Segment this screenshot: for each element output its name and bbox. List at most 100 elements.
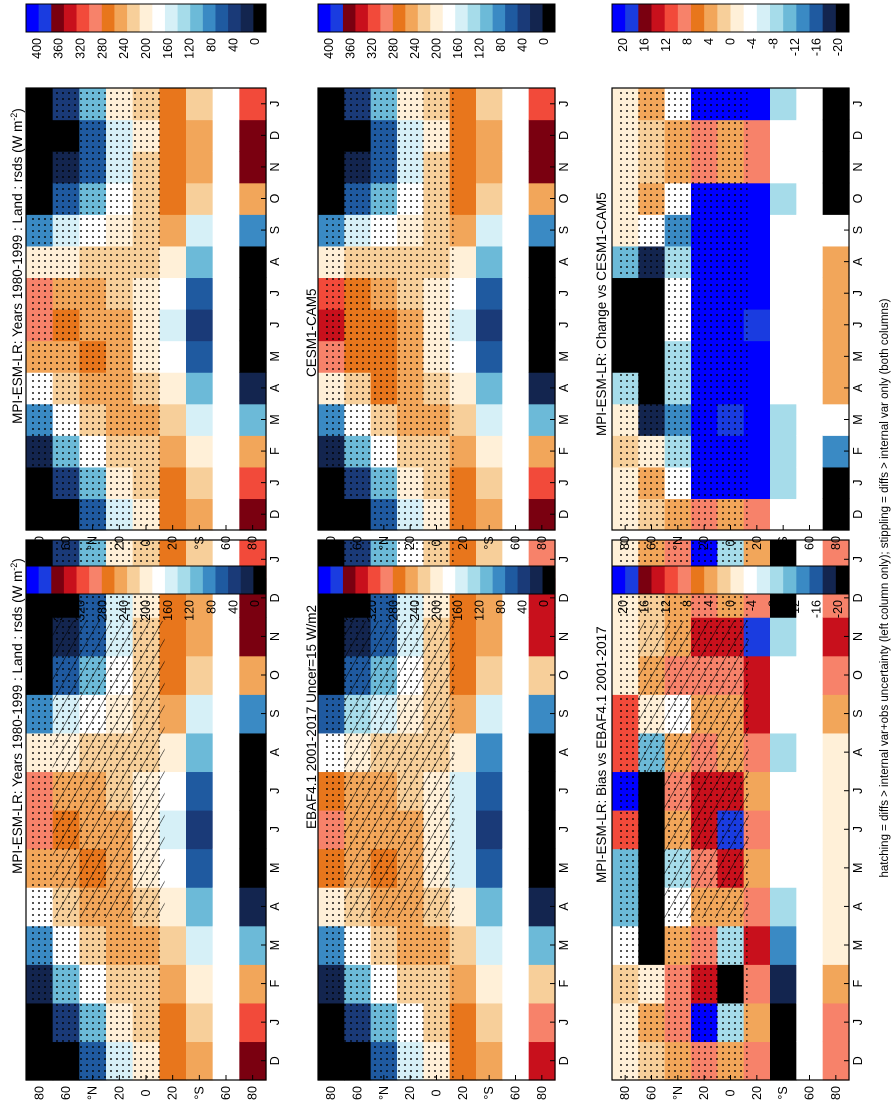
heatmap-cell [770,151,797,184]
lat-tick-label: 80 [32,536,46,550]
heatmap-cell [743,309,771,342]
month-tick-label: F [851,447,865,455]
heatmap-cell [159,151,187,184]
month-tick-label: S [268,226,282,234]
heatmap-cell [502,277,530,310]
colorbar-swatch [835,4,850,32]
month-tick-label: M [557,414,571,424]
month-tick-label: O [851,670,865,680]
heatmap-cell [186,694,214,734]
heatmap-cell [770,88,797,121]
heatmap-cell [212,925,240,965]
heatmap-cell [449,119,477,152]
heatmap-cell [212,151,240,184]
heatmap-cell [743,277,771,310]
lat-tick-label: 60 [59,536,73,550]
heatmap-cell [743,182,771,215]
heatmap-cell [770,277,797,310]
heatmap-cell [502,810,530,850]
heatmap-cell [770,372,797,405]
month-tick-label: J [557,826,571,832]
month-tick-label: J [851,480,865,486]
colorbar-tick-label: 160 [161,600,175,621]
colorbar-swatch [355,4,369,32]
panel-title-p5: MPI-ESM-LR: Bias vs EBAF4.1 2001-2017 [594,626,609,883]
heatmap-cell [476,694,503,734]
colorbar-swatch [442,566,456,594]
month-tick-label: J [557,290,571,296]
colorbar-swatch [101,566,115,594]
heatmap-cell [212,372,240,405]
colorbar-tick-label: 160 [451,600,465,621]
colorbar-swatch [467,566,481,594]
panel-title-p1-sup: -2 [9,563,19,571]
colorbar-swatch [664,4,679,32]
heatmap-cell [743,1041,771,1081]
colorbar-swatch [215,4,229,32]
colorbar-swatch [89,4,103,32]
month-tick-label: J [268,480,282,486]
colorbar-tick-label: 400 [322,600,336,621]
panel-title-p1-end: ) [10,558,25,563]
month-tick-label: N [268,162,282,171]
colorbar-tick-label: 200 [139,600,153,621]
heatmap-cell [770,964,797,1004]
colorbar-swatch [517,566,531,594]
heatmap-cell [212,732,240,773]
colorbar-swatch [717,4,731,32]
panel-p6: D J F M A M J J A S O N D J 80 60 °N 20 0 20 °S 60 80 [611,87,865,550]
colorbar-tick-label: 200 [430,38,444,59]
heatmap-cell [449,277,477,310]
colorbar-tick-label: 320 [365,600,379,621]
heatmap-cell [796,309,824,342]
colorbar-tick-label: 8 [680,600,694,607]
colorbar-tick-label: 120 [183,38,197,59]
colorbar-swatch [405,4,419,32]
colorbar-swatch [89,566,103,594]
month-tick-label: A [268,383,282,392]
colorbar-tick-label: 0 [537,38,551,45]
heatmap-cell [212,694,240,734]
heatmap-cell [212,655,240,695]
month-tick-label: J [268,556,282,562]
heatmap-cell [770,466,797,500]
lat-tick-label: °S [482,536,496,549]
heatmap-cell [449,340,477,373]
heatmap-cell [502,655,530,695]
heatmap-cell [476,309,503,342]
month-tick-label: J [851,826,865,832]
stippling-overlay [617,88,748,530]
colorbar-swatch [638,566,652,594]
heatmap-cell [212,810,240,850]
heatmap-cell [502,340,530,373]
colorbar-swatch [756,4,771,32]
lat-tick-label: 60 [645,536,659,550]
month-tick-label: M [557,863,571,873]
lat-tick-label: 60 [803,536,817,550]
heatmap-cell [449,403,477,436]
month-tick-label: A [851,257,865,266]
lat-tick-label: °S [192,1086,206,1099]
lat-tick-label: 80 [618,1086,632,1100]
lat-tick-label: °S [776,1086,790,1099]
heatmap-cell [743,1002,771,1043]
colorbar-swatch [809,4,824,32]
colorbar-frame [611,3,850,33]
month-tick-label: M [851,863,865,873]
colorbar-tick-label: 280 [386,38,400,59]
heatmap-cell [502,771,530,811]
heatmap-cell [159,88,187,121]
heatmap-cell [743,214,771,247]
heatmap-cell [186,617,214,657]
colorbar-tick-label: -20 [831,600,845,618]
heatmap-cell [770,435,797,468]
colorbar-swatch [26,566,40,594]
lat-tick-label: °S [482,1086,496,1099]
heatmap-cell [159,925,187,965]
heatmap-cell [476,245,503,279]
lat-tick-label: 20 [697,536,711,550]
month-tick-label: J [268,788,282,794]
heatmap-cell [796,1041,824,1081]
colorbar-swatch [505,4,519,32]
